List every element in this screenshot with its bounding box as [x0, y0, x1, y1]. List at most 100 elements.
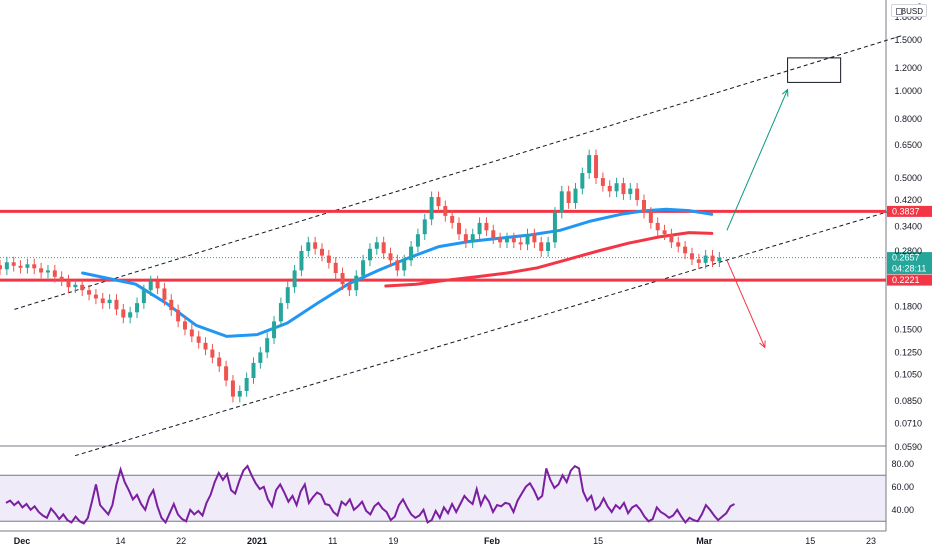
trend-lines[interactable] — [14, 35, 902, 457]
candle-body — [498, 238, 503, 243]
candle-body — [135, 303, 140, 313]
price-tick-label: 1.5000 — [894, 35, 922, 45]
price-tick-label: 0.8000 — [894, 114, 922, 124]
candle-body — [176, 310, 181, 322]
price-tick-label: 0.0850 — [894, 396, 922, 406]
moving-average-2[interactable] — [384, 231, 714, 288]
candle-body — [87, 290, 92, 295]
candle-body — [546, 242, 551, 251]
target-zone[interactable] — [787, 57, 842, 83]
time-tick-label: Mar — [696, 536, 713, 546]
level-label-1-value: 0.3837 — [892, 206, 920, 216]
candle-body — [457, 222, 462, 235]
moving-average-1[interactable] — [81, 207, 714, 338]
candle-body — [689, 253, 694, 260]
candle-body — [662, 230, 667, 235]
candle-body — [559, 191, 564, 213]
candle-body — [162, 288, 167, 300]
time-tick-label: 19 — [388, 536, 398, 546]
time-tick-label: 2021 — [247, 536, 267, 546]
candle-body — [11, 262, 16, 266]
candle-body — [148, 281, 153, 291]
candle-body — [217, 357, 222, 367]
trend-line-1[interactable] — [14, 35, 902, 310]
candle-body — [539, 242, 544, 251]
price-tick-label: 0.1800 — [894, 302, 922, 312]
projection-arrowhead-1 — [781, 88, 789, 97]
pane-divider[interactable] — [0, 0, 887, 532]
candle-body — [580, 173, 585, 189]
current-price-label-box[interactable] — [887, 252, 932, 275]
candle-body — [203, 342, 208, 350]
rsi-axis: 80.00 60.00 40.00 — [891, 459, 914, 515]
time-tick-label: 14 — [116, 536, 126, 546]
moving-average-lines[interactable] — [81, 207, 714, 338]
candle-body — [251, 362, 256, 378]
candle-body — [532, 234, 537, 243]
candle-body — [141, 290, 146, 304]
candle-body — [121, 309, 126, 318]
candle-body — [429, 197, 434, 220]
candle-body — [93, 294, 98, 299]
candle-body — [676, 242, 681, 247]
level-label-1-box[interactable] — [887, 205, 932, 217]
candle-body — [607, 185, 612, 192]
price-tick-label: 0.1500 — [894, 325, 922, 335]
candle-body — [258, 352, 263, 363]
price-tick-label: 0.6500 — [894, 140, 922, 150]
candle-body — [635, 188, 640, 200]
candle-body — [319, 248, 324, 256]
candle-body — [59, 276, 64, 281]
time-tick-label: 23 — [866, 536, 876, 546]
candle-body — [361, 260, 366, 276]
candle-body — [566, 191, 571, 203]
candle-body — [641, 200, 646, 213]
candle-body — [128, 312, 133, 318]
time-tick-label: 15 — [805, 536, 815, 546]
candle-body — [621, 183, 626, 195]
candle-body — [381, 242, 386, 254]
time-tick-label: 11 — [328, 536, 337, 546]
price-tick-label: 0.1250 — [894, 347, 922, 357]
time-tick-label: Feb — [484, 536, 501, 546]
candle-body — [703, 255, 708, 263]
candle-body — [306, 242, 311, 251]
candle-body — [32, 264, 37, 269]
candle-body — [237, 391, 242, 397]
level-label-2-box[interactable] — [887, 274, 932, 286]
candle-body — [484, 222, 489, 231]
candle-body — [683, 246, 688, 254]
candle-body — [313, 242, 318, 249]
candle-body — [155, 281, 160, 289]
candle-body — [107, 299, 112, 304]
time-axis[interactable]: Dec 14 22 2021 11 19 Feb 15 Mar 15 23 — [14, 536, 876, 546]
candle-body — [272, 321, 277, 339]
target-zone-box[interactable] — [787, 57, 842, 83]
current-price-label-countdown: 04:28:11 — [892, 264, 926, 274]
projection-line-1[interactable] — [726, 89, 789, 231]
candle-body — [326, 255, 331, 263]
candle-body — [470, 234, 475, 243]
candle-body — [402, 260, 407, 271]
rsi-band-fill — [0, 475, 886, 522]
candle-body — [80, 284, 85, 291]
candle-body — [511, 238, 516, 243]
candle-body — [491, 230, 496, 239]
candle-body — [45, 270, 50, 273]
candle-body — [594, 155, 599, 179]
candle-body — [587, 155, 592, 174]
candle-body — [443, 206, 448, 216]
candle-body — [347, 284, 352, 291]
candle-body — [504, 238, 509, 243]
current-price-label-value: 0.2657 — [892, 253, 920, 263]
projection-line-2[interactable] — [726, 260, 766, 348]
rsi-tick-label: 40.00 — [891, 505, 914, 515]
candle-body — [25, 264, 30, 268]
trend-line-2[interactable] — [74, 207, 902, 457]
currency-selector[interactable]: BUSD — [891, 4, 927, 17]
candle-body — [436, 197, 441, 207]
projection-arrows[interactable] — [726, 88, 789, 349]
